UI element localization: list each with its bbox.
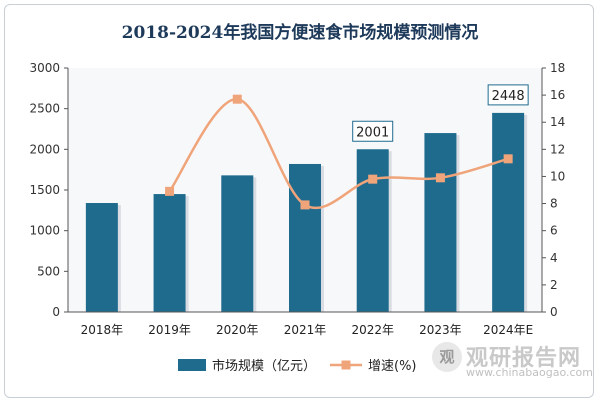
growth-rate-point xyxy=(300,200,310,210)
left-tick-label: 2000 xyxy=(29,142,60,156)
right-tick-label: 0 xyxy=(550,305,558,319)
growth-rate-point xyxy=(503,154,513,164)
right-tick-label: 14 xyxy=(550,115,565,129)
left-tick-label: 500 xyxy=(37,264,60,278)
bar xyxy=(424,133,457,312)
right-tick-label: 18 xyxy=(550,61,565,75)
legend-bar-label: 市场规模（亿元） xyxy=(212,358,316,374)
bar xyxy=(221,175,254,312)
right-tick-label: 12 xyxy=(550,142,565,156)
bar xyxy=(356,149,389,312)
chart-title: 2018-2024年我国方便速食市场规模预测情况 xyxy=(121,23,479,43)
bar xyxy=(85,203,118,312)
right-tick-label: 10 xyxy=(550,169,565,183)
legend-line-marker xyxy=(341,360,351,370)
data-label-box xyxy=(487,84,529,106)
growth-rate-point xyxy=(232,94,242,104)
right-tick-label: 4 xyxy=(550,251,558,265)
growth-rate-point xyxy=(368,174,378,184)
data-label: 2001 xyxy=(356,125,389,140)
data-label-box xyxy=(352,120,394,142)
left-tick-label: 0 xyxy=(52,305,60,319)
left-tick-label: 3000 xyxy=(29,61,60,75)
watermark-url: www.chinabaogao.com xyxy=(466,366,593,379)
legend-line-label: 增速(%) xyxy=(368,359,417,374)
legend-bar-swatch xyxy=(178,359,206,371)
right-tick-label: 8 xyxy=(550,197,558,211)
x-tick-label: 2019年 xyxy=(148,323,191,337)
watermark-text: 观研报告网 xyxy=(466,346,582,371)
data-label: 2448 xyxy=(492,89,525,104)
left-tick-label: 1000 xyxy=(29,224,60,238)
left-tick-label: 2500 xyxy=(29,102,60,116)
x-tick-label: 2020年 xyxy=(216,323,259,337)
right-tick-label: 2 xyxy=(550,278,558,292)
x-tick-label: 2023年 xyxy=(419,323,462,337)
right-tick-label: 16 xyxy=(550,88,565,102)
x-tick-label: 2022年 xyxy=(351,323,394,337)
growth-rate-point xyxy=(435,173,445,183)
bar xyxy=(492,112,525,313)
bar xyxy=(153,194,186,312)
left-tick-label: 1500 xyxy=(29,183,60,197)
x-tick-label: 2024年E xyxy=(483,323,533,337)
x-tick-label: 2018年 xyxy=(81,323,124,337)
right-tick-label: 6 xyxy=(550,224,558,238)
growth-rate-point xyxy=(165,186,175,196)
x-tick-label: 2021年 xyxy=(284,323,327,337)
watermark: 观 观研报告网 www.chinabaogao.com xyxy=(432,340,597,384)
bar xyxy=(289,163,321,312)
watermark-logo-icon: 观 xyxy=(432,342,462,372)
